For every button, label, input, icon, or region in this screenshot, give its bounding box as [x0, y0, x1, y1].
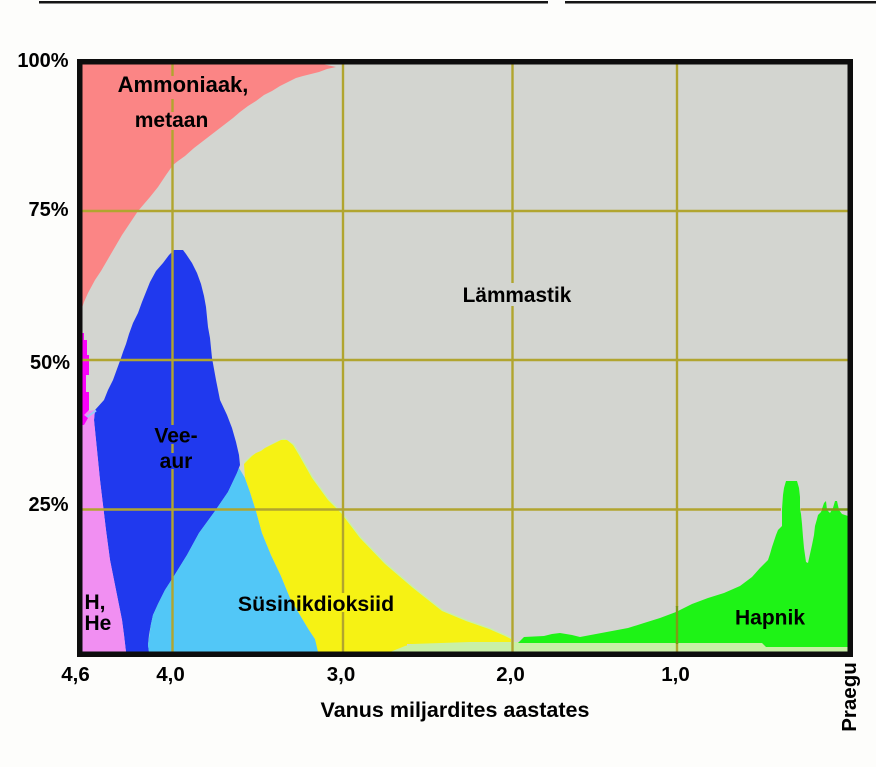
svg-text:H,: H,: [85, 591, 106, 614]
svg-text:Hapnik: Hapnik: [735, 607, 805, 630]
svg-text:1,0: 1,0: [661, 663, 690, 686]
svg-text:100%: 100%: [17, 50, 68, 72]
svg-text:Vanus miljardites aastates: Vanus miljardites aastates: [321, 698, 590, 722]
svg-text:Praegu: Praegu: [838, 662, 861, 732]
svg-text:3,0: 3,0: [327, 663, 356, 686]
svg-text:25%: 25%: [28, 494, 68, 516]
svg-text:4,6: 4,6: [61, 663, 90, 686]
svg-text:4,0: 4,0: [156, 663, 185, 686]
svg-text:Süsinikdioksiid: Süsinikdioksiid: [238, 592, 394, 616]
svg-text:50%: 50%: [30, 352, 70, 374]
svg-text:Lämmastik: Lämmastik: [463, 284, 572, 307]
svg-text:Vee-: Vee-: [154, 425, 197, 448]
svg-text:Ammoniaak,: Ammoniaak,: [118, 72, 249, 97]
svg-text:He: He: [85, 612, 112, 635]
svg-text:metaan: metaan: [135, 109, 209, 132]
svg-text:75%: 75%: [28, 199, 68, 221]
svg-text:2,0: 2,0: [496, 663, 525, 686]
svg-text:aur: aur: [160, 450, 193, 473]
